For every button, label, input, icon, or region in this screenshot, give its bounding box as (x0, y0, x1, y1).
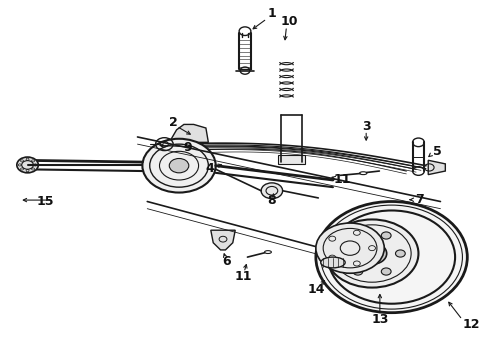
Text: 5: 5 (433, 145, 441, 158)
Text: 9: 9 (183, 140, 192, 153)
Circle shape (17, 157, 38, 173)
Circle shape (326, 220, 418, 288)
Polygon shape (169, 125, 208, 142)
Circle shape (143, 139, 216, 193)
Circle shape (339, 250, 348, 257)
Circle shape (357, 243, 387, 264)
FancyBboxPatch shape (278, 155, 305, 164)
Circle shape (353, 232, 363, 239)
Text: 13: 13 (371, 312, 389, 326)
Circle shape (169, 158, 189, 173)
Text: 8: 8 (268, 194, 276, 207)
Ellipse shape (321, 257, 345, 268)
Polygon shape (428, 160, 445, 175)
Text: 1: 1 (268, 8, 277, 21)
Text: 15: 15 (37, 195, 54, 208)
Circle shape (353, 268, 363, 275)
Circle shape (395, 250, 405, 257)
Polygon shape (211, 230, 235, 250)
Circle shape (316, 223, 384, 273)
Circle shape (365, 248, 379, 259)
Text: 11: 11 (235, 270, 252, 283)
Circle shape (261, 183, 283, 199)
Text: 14: 14 (307, 283, 324, 296)
Circle shape (316, 202, 467, 313)
Text: 10: 10 (281, 15, 298, 28)
Circle shape (381, 268, 391, 275)
Text: 4: 4 (205, 162, 214, 175)
Text: 2: 2 (169, 116, 177, 129)
Text: 7: 7 (416, 193, 424, 206)
Text: 6: 6 (222, 255, 231, 268)
Circle shape (381, 232, 391, 239)
Text: 3: 3 (362, 120, 370, 133)
Text: 12: 12 (463, 318, 480, 331)
Text: 11: 11 (334, 173, 351, 186)
